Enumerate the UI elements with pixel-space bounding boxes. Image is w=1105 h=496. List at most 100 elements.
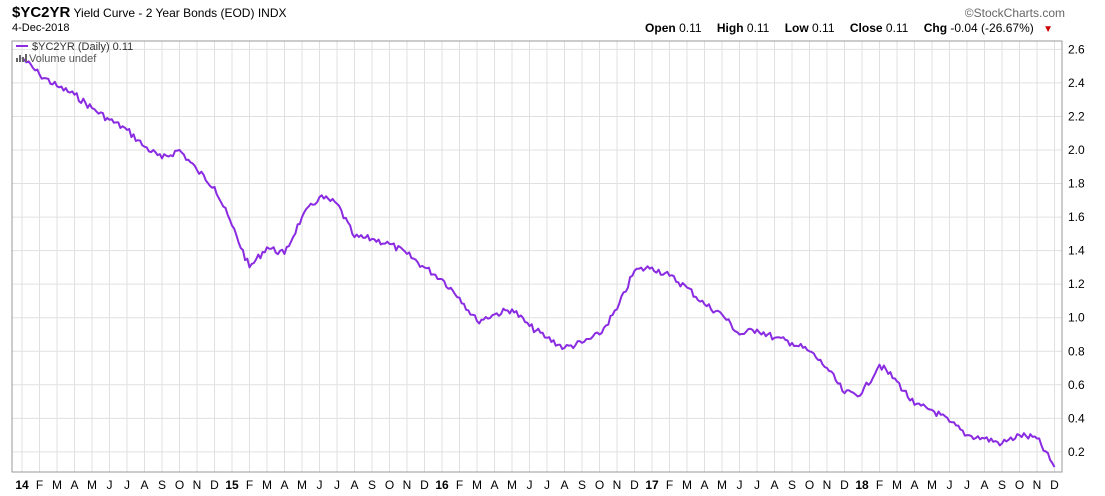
x-tick-label: 18	[855, 478, 869, 492]
chg-label: Chg	[923, 21, 948, 35]
x-tick-label: A	[140, 478, 148, 492]
brand-label[interactable]: ©StockCharts.com	[964, 6, 1065, 20]
x-tick-label: S	[368, 478, 376, 492]
x-tick-label: A	[560, 478, 568, 492]
x-tick-label: D	[1050, 478, 1059, 492]
x-tick-label: M	[472, 478, 482, 492]
low-value: 0.11	[812, 21, 835, 35]
x-tick-label: J	[947, 478, 953, 492]
grid	[12, 41, 1062, 472]
x-tick-label: J	[527, 478, 533, 492]
x-tick-label: M	[892, 478, 902, 492]
x-axis: 14 F M A M J J A S O N D 15 F M A M J J A S O N D 16 F M A M J J A S O N D 1…	[15, 478, 1059, 492]
y-tick-label: 0.8	[1068, 344, 1085, 358]
open-label: Open	[645, 21, 676, 35]
x-tick-label: F	[36, 478, 43, 492]
x-tick-label: 15	[225, 478, 239, 492]
x-tick-label: D	[420, 478, 429, 492]
x-tick-label: M	[87, 478, 97, 492]
volume-bar	[16, 58, 18, 62]
x-tick-label: S	[158, 478, 166, 492]
symbol: $YC2YR	[12, 4, 71, 21]
x-tick-label: F	[456, 478, 463, 492]
x-tick-label: D	[840, 478, 849, 492]
x-tick-label: N	[403, 478, 412, 492]
x-tick-label: J	[544, 478, 550, 492]
open-value: 0.11	[679, 21, 702, 35]
y-tick-label: 2.6	[1068, 42, 1085, 56]
ohlc-readout: Open 0.11 High 0.11 Low 0.11 Close 0.11 …	[645, 21, 1065, 35]
legend: $YC2YR (Daily) 0.11 Volume undef	[16, 41, 133, 65]
x-tick-label: O	[175, 478, 184, 492]
x-tick-label: O	[1015, 478, 1024, 492]
y-tick-label: 2.2	[1068, 109, 1085, 123]
x-tick-label: N	[193, 478, 202, 492]
y-tick-label: 1.0	[1068, 311, 1085, 325]
x-tick-label: A	[980, 478, 988, 492]
x-tick-label: J	[737, 478, 743, 492]
x-tick-label: A	[280, 478, 288, 492]
volume-bar	[25, 54, 27, 62]
y-tick-label: 2.4	[1068, 76, 1085, 90]
x-tick-label: N	[1033, 478, 1042, 492]
x-tick-label: S	[998, 478, 1006, 492]
chg-value: -0.04 (-26.67%)	[950, 21, 1034, 35]
x-tick-label: S	[788, 478, 796, 492]
y-tick-label: 2.0	[1068, 143, 1085, 157]
plot-frame	[11, 40, 1063, 473]
x-tick-label: A	[770, 478, 778, 492]
y-axis: 0.2 0.4 0.6 0.8 1.0 1.2 1.4 1.6 1.8 2.0 2.2 2.4 2.6	[1068, 42, 1085, 458]
x-tick-label: M	[717, 478, 727, 492]
close-label: Close	[849, 21, 883, 35]
x-tick-label: M	[52, 478, 62, 492]
y-tick-label: 0.6	[1068, 378, 1085, 392]
x-tick-label: O	[385, 478, 394, 492]
volume-bar	[19, 55, 21, 62]
description: Yield Curve - 2 Year Bonds (EOD)	[73, 6, 255, 20]
y-tick-label: 0.2	[1068, 445, 1085, 459]
x-tick-label: A	[910, 478, 918, 492]
x-tick-label: F	[666, 478, 673, 492]
x-tick-label: J	[964, 478, 970, 492]
x-tick-label: N	[823, 478, 832, 492]
x-tick-label: 14	[15, 478, 29, 492]
x-tick-label: J	[754, 478, 760, 492]
exchange: INDX	[257, 6, 287, 20]
x-tick-label: O	[595, 478, 604, 492]
close-value: 0.11	[885, 21, 909, 35]
x-tick-label: M	[682, 478, 692, 492]
x-tick-label: J	[124, 478, 130, 492]
x-tick-label: S	[578, 478, 586, 492]
low-label: Low	[784, 21, 809, 35]
y-tick-label: 1.2	[1068, 277, 1085, 291]
x-tick-label: D	[630, 478, 639, 492]
x-tick-label: M	[262, 478, 272, 492]
x-tick-label: J	[107, 478, 113, 492]
y-tick-label: 1.4	[1068, 244, 1085, 258]
y-tick-label: 1.6	[1068, 210, 1085, 224]
x-tick-label: J	[317, 478, 323, 492]
down-arrow-icon: ▼	[1043, 24, 1053, 35]
volume-bars-icon	[16, 54, 27, 62]
chart-header: $YC2YR Yield Curve - 2 Year Bonds (EOD) …	[12, 4, 286, 21]
x-tick-label: M	[927, 478, 937, 492]
y-tick-label: 0.4	[1068, 411, 1085, 425]
y-tick-label: 1.8	[1068, 177, 1085, 191]
x-tick-label: 16	[435, 478, 449, 492]
high-label: High	[716, 21, 744, 35]
volume-bar	[22, 57, 24, 62]
high-value: 0.11	[746, 21, 770, 35]
date-label: 4-Dec-2018	[12, 22, 70, 34]
series-line	[21, 57, 1056, 468]
x-tick-label: A	[70, 478, 78, 492]
x-tick-label: M	[297, 478, 307, 492]
x-tick-label: A	[700, 478, 708, 492]
x-tick-label: J	[334, 478, 340, 492]
x-tick-label: O	[805, 478, 814, 492]
x-tick-label: F	[876, 478, 883, 492]
x-tick-label: N	[613, 478, 622, 492]
x-tick-label: 17	[645, 478, 659, 492]
legend-volume-label: Volume undef	[29, 53, 97, 65]
x-tick-label: D	[210, 478, 219, 492]
